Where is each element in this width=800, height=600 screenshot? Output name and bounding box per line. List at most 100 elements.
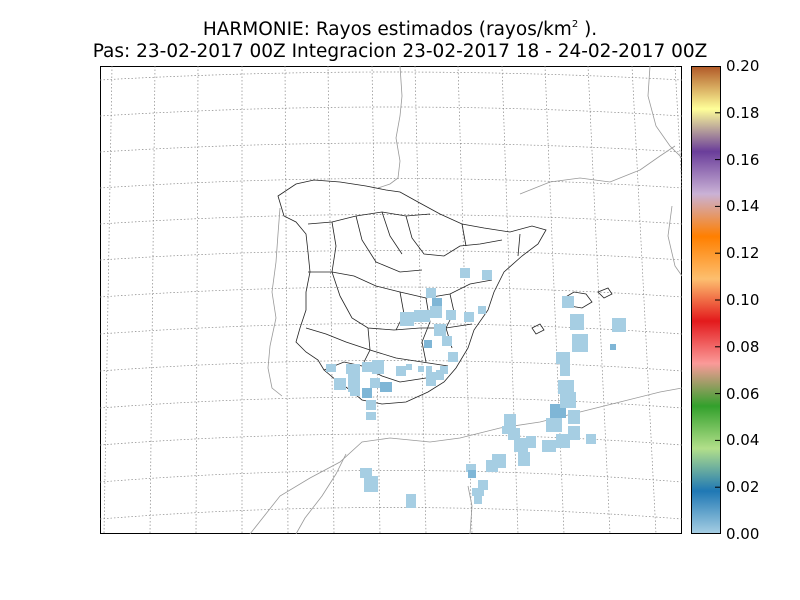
lightning-cell [478,480,488,490]
meridian [501,66,519,534]
lightning-cell [406,494,416,508]
province-border [517,233,521,257]
parallel [100,214,682,225]
lightning-cell [610,344,616,350]
lightning-cell [426,288,436,298]
lightning-cell [326,364,336,372]
colorbar-tick-label: 0.08 [726,337,760,356]
meridian [631,66,657,534]
colorbar [691,66,721,534]
province-border [405,215,503,257]
parallel [100,286,682,298]
province-border [307,211,431,225]
parallel [100,71,682,81]
parallel [100,250,682,261]
map-panel [100,66,682,534]
parallel [100,178,682,189]
lightning-cell [362,362,372,372]
parallel [100,106,682,117]
lightning-cell [400,312,414,326]
map-title-line1: HARMONIE: Rayos estimados (rayos/km2 ). [0,14,800,41]
lightning-cell [436,370,444,380]
colorbar-tick-label: 0.04 [726,431,760,450]
meridian [149,66,156,534]
colorbar-tick-label: 0.20 [726,57,760,75]
province-border [331,221,341,297]
colorbar-tick-label: 0.00 [726,525,760,543]
province-border [355,215,423,273]
map-canvas [100,66,682,534]
lightning-cell [364,476,378,492]
lightning-cell [380,382,392,392]
province-border [361,327,371,367]
colorbar-tick-label: 0.06 [726,384,760,403]
lightning-cell [502,426,510,434]
graticule [100,66,682,534]
lightning-cell [556,352,570,364]
lightning-cell [440,366,448,374]
lightning-cell [346,364,360,374]
coastlines [249,66,682,534]
parallel [100,323,682,335]
coast-sardinia [667,205,682,277]
meridian [674,66,682,194]
lightning-cell [418,366,424,372]
lightning-cell [350,386,360,396]
lightning-cell [556,434,570,448]
lightning-cell [442,336,452,346]
lightning-cell [478,306,486,314]
coast-portugal [267,207,283,397]
lightning-cells [326,268,626,508]
coast-north-africa [249,387,682,534]
lightning-cell [612,318,626,332]
lightning-cell [362,388,372,398]
lightning-cell [448,352,458,362]
colorbar-ticks [715,66,721,534]
lightning-cell [370,378,380,388]
lightning-cell [504,414,516,428]
lightning-cell [514,438,528,452]
coast-morocco [295,453,347,534]
title-suffix: ). [578,19,598,40]
map-frame [100,66,682,534]
lightning-cell [518,452,530,466]
colorbar-tick-label: 0.12 [726,244,760,263]
lightning-cell [568,410,580,424]
lightning-cell [474,496,482,504]
lightning-cell [560,364,570,376]
lightning-cell [360,468,372,478]
lightning-cell [366,412,376,420]
ibiza [531,323,545,335]
parallel [100,507,682,520]
lightning-cell [396,366,406,376]
lightning-cell [366,400,376,410]
border-algeria [467,485,473,534]
meridian [414,66,427,534]
meridian [103,66,113,534]
lightning-cell [570,314,584,330]
coast-france-west [377,66,403,189]
lightning-cell [424,340,432,348]
lightning-cell [526,436,536,448]
lightning-cell [472,488,484,496]
map-title-line2: Pas: 23-02-2017 00Z Integracion 23-02-20… [92,41,708,62]
meridian [544,66,565,534]
colorbar-tick-label: 0.02 [726,478,760,497]
title-superscript: 2 [571,19,579,30]
lightning-cell [542,440,556,452]
menorca [597,287,613,299]
parallel [100,470,682,483]
lightning-cell [466,464,476,472]
lightning-cell [586,434,596,444]
lightning-cell [486,460,498,472]
lightning-cell [546,418,562,432]
parallel [100,433,682,446]
lightning-cell [446,310,456,320]
parallel [100,360,682,372]
spain-mainland [277,179,547,405]
lightning-cell [334,378,346,390]
lightning-cell [560,392,576,408]
meridian [457,66,473,534]
meridian [587,66,611,534]
province-border [381,211,403,255]
